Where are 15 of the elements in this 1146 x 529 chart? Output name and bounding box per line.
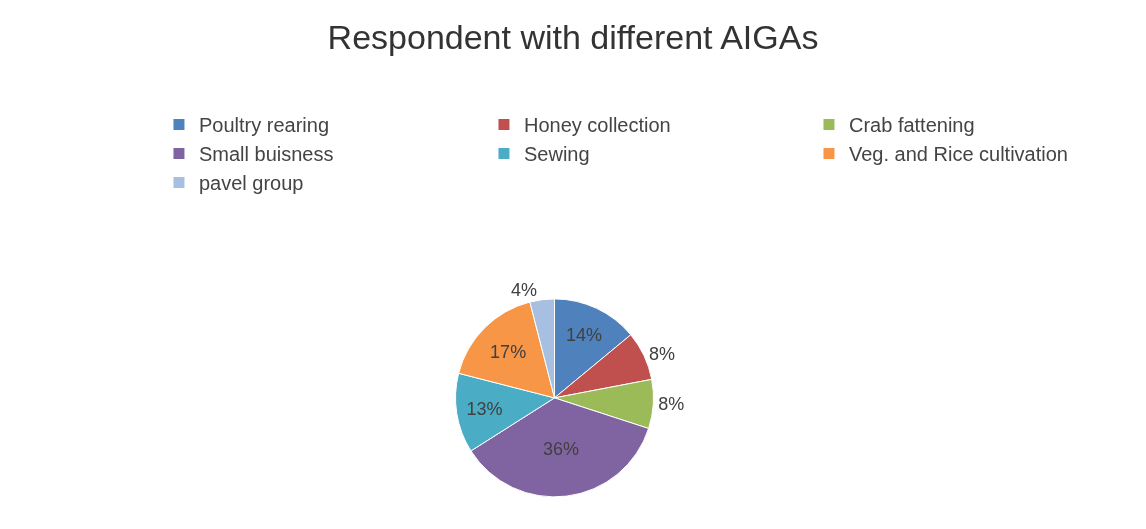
legend-label: Small buisness: [198, 143, 334, 166]
data-label: 13%: [466, 398, 503, 419]
data-label: 36%: [543, 439, 580, 460]
data-label: 17%: [490, 341, 527, 362]
data-label: 14%: [566, 325, 603, 346]
data-label: 4%: [511, 279, 538, 300]
data-label: 8%: [658, 394, 685, 415]
legend-label: Honey collection: [523, 114, 671, 137]
legend-label: pavel group: [198, 172, 304, 195]
legend-label: Poultry rearing: [198, 114, 330, 137]
chart-title: Respondent with different AIGAs: [327, 17, 819, 56]
legend-label: Crab fattening: [848, 114, 975, 137]
data-label: 8%: [649, 343, 676, 364]
legend-label: Veg. and Rice cultivation: [848, 143, 1068, 166]
legend-label: Sewing: [523, 143, 590, 166]
